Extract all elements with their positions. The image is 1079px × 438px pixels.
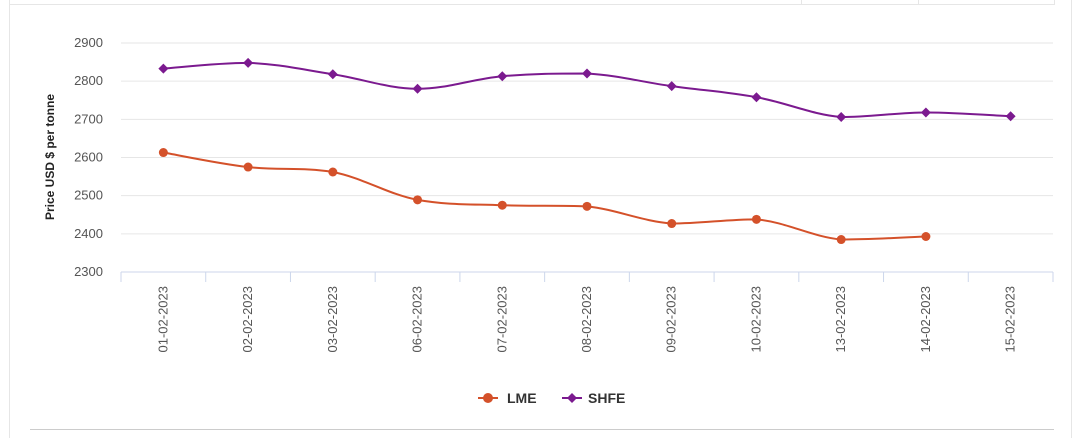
- legend-label-lme: LME: [507, 390, 537, 406]
- data-point-lme: [413, 195, 423, 205]
- series-shfe: [158, 57, 1016, 123]
- data-point-lme: [328, 167, 338, 177]
- y-tick-label: 2800: [74, 73, 103, 88]
- chart-container-bottom-rule: [30, 429, 1054, 430]
- axes: 2300 2400 2500 2600 2700 2800 2900 01-02-2023 02…: [74, 35, 1054, 353]
- y-tick-label: 2600: [74, 150, 103, 165]
- data-point-shfe: [751, 92, 762, 103]
- data-point-lme: [497, 200, 507, 210]
- legend-marker-lme: [483, 393, 493, 403]
- chart-container-top-border: [9, 0, 1055, 5]
- legend-item-lme[interactable]: LME: [478, 390, 537, 406]
- gridlines: [121, 42, 1053, 235]
- x-tick-label: 01-02-2023: [155, 286, 170, 353]
- y-tick-label: 2500: [74, 188, 103, 203]
- container-divider: [918, 0, 919, 4]
- data-point-shfe: [836, 112, 847, 123]
- legend[interactable]: LME SHFE: [478, 390, 625, 406]
- data-point-lme: [836, 235, 846, 245]
- x-tick-label: 08-02-2023: [579, 286, 594, 353]
- data-point-lme: [243, 162, 253, 172]
- x-tick-label: 09-02-2023: [664, 286, 679, 353]
- data-point-shfe: [1005, 111, 1016, 122]
- legend-item-shfe[interactable]: SHFE: [562, 390, 625, 406]
- series-line-lme: [163, 151, 926, 241]
- x-tick-label: 14-02-2023: [918, 286, 933, 353]
- y-tick-label: 2400: [74, 226, 103, 241]
- data-point-shfe: [582, 68, 592, 79]
- x-tick-label: 10-02-2023: [748, 286, 763, 353]
- data-point-shfe: [243, 57, 254, 68]
- data-point-shfe: [497, 71, 508, 82]
- chart-container-right-border: [1071, 0, 1072, 438]
- x-tick-label: 03-02-2023: [325, 286, 340, 353]
- chart-container-left-border: [9, 4, 10, 438]
- y-axis-label: Price USD $ per tonne: [43, 94, 57, 220]
- data-point-shfe: [327, 69, 338, 80]
- y-tick-label: 2900: [74, 35, 103, 50]
- series: [158, 57, 1016, 245]
- y-tick-label: 2300: [74, 264, 103, 279]
- data-point-shfe: [666, 81, 677, 92]
- x-tick-label: 06-02-2023: [410, 286, 425, 353]
- x-tick-label: 07-02-2023: [494, 286, 509, 353]
- data-point-lme: [667, 219, 677, 229]
- data-point-shfe: [158, 63, 169, 74]
- series-lme: [158, 148, 931, 245]
- x-tick-label: 02-02-2023: [240, 286, 255, 353]
- data-point-shfe: [412, 83, 423, 94]
- x-tick-label: 13-02-2023: [833, 286, 848, 353]
- data-point-lme: [921, 232, 931, 242]
- legend-marker-shfe: [567, 393, 577, 403]
- data-point-shfe: [920, 107, 931, 118]
- legend-label-shfe: SHFE: [588, 390, 625, 406]
- container-divider: [801, 0, 802, 4]
- data-point-lme: [158, 148, 168, 158]
- data-point-lme: [582, 201, 592, 211]
- x-tick-label: 15-02-2023: [1003, 286, 1018, 353]
- y-tick-label: 2700: [74, 111, 103, 126]
- data-point-lme: [751, 214, 761, 224]
